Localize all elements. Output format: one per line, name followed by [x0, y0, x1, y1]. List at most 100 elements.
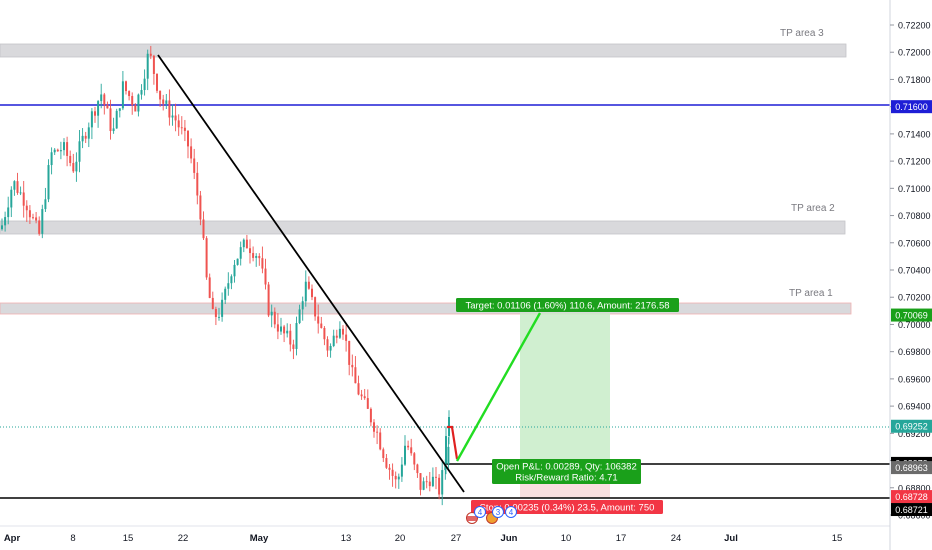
candle-body [267, 284, 270, 316]
time-axis[interactable]: Apr 8 15 22 May 13 20 27 Jun 10 17 24 Jul 15 [0, 525, 890, 544]
candle-body [196, 172, 199, 196]
price-axis[interactable]: 0.72200 0.72000 0.71800 0.71600 0.71400 0.712… [889, 0, 932, 550]
y-tick-label: 0.72000 [898, 48, 931, 58]
candle-body [410, 447, 413, 454]
candle-body [252, 253, 255, 258]
y-tick-label: 0.69200 [898, 429, 931, 439]
y-tick-label: 0.71800 [898, 75, 931, 85]
candle-body [354, 367, 357, 384]
candle-body [193, 158, 196, 173]
candle-body [41, 209, 44, 234]
candles [1, 45, 450, 506]
candle-body [56, 149, 59, 152]
candle-body [261, 258, 264, 269]
candle-body [171, 115, 174, 118]
candle-body [242, 239, 245, 248]
candle-body [363, 396, 366, 399]
candle-body [335, 335, 338, 338]
candle-body [90, 111, 93, 128]
candle-body [109, 108, 112, 132]
candle-body [258, 255, 261, 259]
stop-label[interactable]: Stop: 0.00235 (0.34%) 23.5, Amount: 750 [471, 500, 663, 514]
y-tick-label: 0.71000 [898, 184, 931, 194]
candle-body [134, 105, 137, 112]
y-tick-label: 0.70400 [898, 266, 931, 276]
candle-body [428, 481, 431, 487]
y-tick-label: 0.70600 [898, 238, 931, 248]
candle-body [445, 436, 447, 464]
candle-body [125, 81, 127, 92]
rr-label-text: Risk/Reward Ratio: 4.71 [515, 473, 617, 484]
candle-body [239, 247, 242, 259]
candle-body [311, 288, 313, 298]
pnl-label[interactable]: Open P&L: 0.00289, Qty: 106382 Risk/Rewa… [492, 459, 641, 484]
candle-body [143, 78, 146, 91]
candle-body [118, 108, 121, 111]
candle-body [44, 199, 47, 210]
candle-body [307, 281, 310, 289]
candle-body [208, 277, 211, 298]
candle-body [190, 146, 193, 159]
candle-body [301, 301, 304, 310]
y-tick-label: 0.69800 [898, 347, 931, 357]
candle-body [283, 326, 286, 334]
candle-body [444, 463, 447, 471]
candle-body [13, 181, 16, 190]
x-tick-label: 27 [451, 533, 462, 544]
axis-price-badge-label: 0.70069 [895, 310, 928, 320]
candle-body [121, 81, 124, 109]
y-tick-label: 0.69400 [898, 402, 931, 412]
x-tick-label: 22 [178, 533, 189, 544]
axis-price-badge-label: 0.68728 [895, 492, 928, 502]
axis-price-badge [891, 490, 932, 504]
zone-label-tp-area-2: TP area 2 [791, 203, 835, 214]
x-tick-label: 15 [832, 533, 843, 544]
zone-tp-area-3[interactable] [0, 43, 847, 58]
candle-body [286, 330, 289, 334]
candle-body [7, 207, 10, 218]
candle-body [298, 309, 301, 324]
candle-body [22, 192, 25, 206]
event-badges[interactable]: 4 3 4 [466, 506, 517, 524]
x-tick-label: 20 [395, 533, 406, 544]
candle-body [16, 181, 19, 193]
candle-body [441, 470, 444, 495]
candle-body [214, 308, 217, 317]
candle-body [338, 328, 341, 338]
candle-body [425, 481, 428, 483]
y-tick-label: 0.71400 [898, 129, 931, 139]
axis-price-badge-label: 0.68721 [895, 505, 928, 515]
candle-body [177, 120, 180, 128]
candle-body [422, 481, 425, 490]
candle-body [165, 100, 168, 104]
trendline[interactable] [157, 54, 465, 493]
candle-body [407, 445, 410, 448]
zone-tp-area-2[interactable] [0, 220, 846, 235]
candle-body [357, 383, 360, 395]
candle-body [187, 130, 189, 147]
position-profit-zone[interactable] [520, 313, 610, 464]
target-label[interactable]: Target: 0.01106 (1.60%) 110.6, Amount: 2… [456, 298, 679, 312]
candle-body [326, 339, 329, 351]
candle-body [413, 453, 416, 465]
candle-body [270, 311, 273, 316]
candle-body [106, 104, 109, 109]
candle-body [72, 163, 75, 172]
candle-body [360, 394, 363, 397]
event-badge-1: 4 [478, 508, 483, 517]
zone-tp-area-1[interactable] [0, 302, 852, 315]
zone-label-tp-area-1: TP area 1 [789, 288, 833, 299]
x-tick-label: 24 [671, 533, 682, 544]
candle-body [100, 94, 103, 102]
candle-body [38, 220, 41, 234]
candle-body [218, 316, 220, 318]
candle-body [156, 73, 158, 91]
candle-body [438, 477, 441, 495]
candle-body [137, 94, 140, 112]
axis-price-badge [891, 100, 932, 114]
candle-body [431, 476, 434, 487]
candle-body [1, 225, 3, 230]
projection-rise [455, 312, 542, 462]
candle-body [317, 316, 320, 324]
